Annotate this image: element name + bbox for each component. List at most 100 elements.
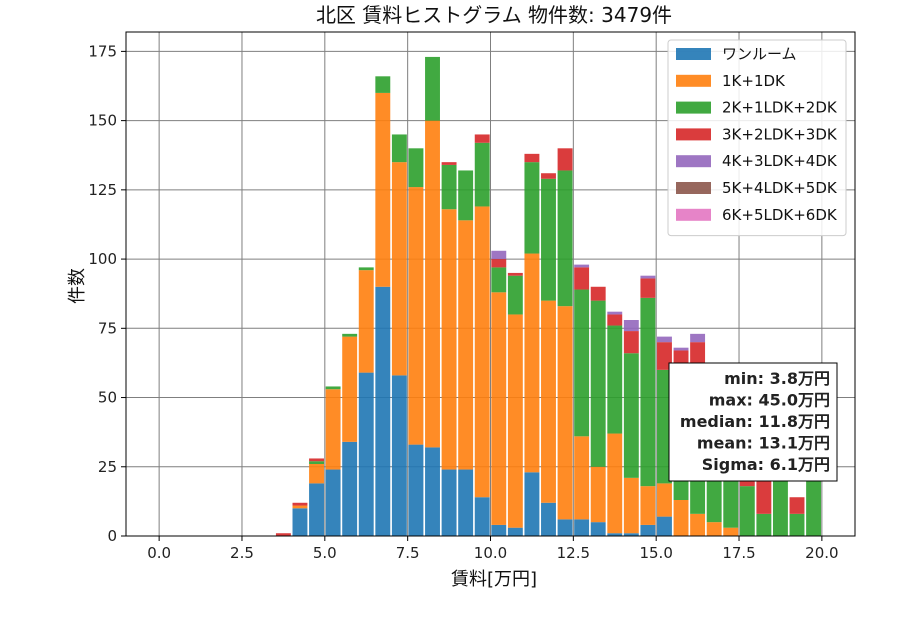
bar-segment-1 [441,209,457,470]
bar-segment-2 [789,513,805,536]
bar-segment-2 [507,275,523,315]
bar-segment-2 [375,76,391,93]
bar-segment-1 [590,466,606,523]
bar-segment-0 [325,469,341,536]
bar-segment-2 [607,325,623,434]
bar-segment-1 [657,483,672,517]
bar-segment-0 [557,519,573,536]
bar-segment-0 [590,522,606,536]
bar-segment-1 [640,486,656,525]
bar-segment-1 [574,436,590,520]
bar-segment-1 [391,162,407,376]
x-tick-label: 10.0 [474,544,507,562]
legend-swatch [676,128,711,141]
bar-segment-0 [441,469,457,536]
bar-segment-2 [358,267,374,271]
x-tick-label: 2.5 [230,544,254,562]
legend-swatch [676,208,711,221]
bar-segment-2 [623,353,639,478]
bar-segment-1 [408,187,424,445]
bar-segment-0 [640,524,656,536]
bar-segment-1 [309,464,324,484]
y-tick-label: 75 [98,319,117,337]
x-tick-label: 17.5 [722,544,755,562]
bar-segment-4 [657,336,672,343]
bar-segment-0 [541,502,556,536]
bar-segment-0 [342,441,358,536]
x-tick-label: 12.5 [557,544,590,562]
legend-swatch [676,101,711,114]
legend-label: ワンルーム [722,45,797,63]
chart-title: 北区 賃料ヒストグラム 物件数: 3479件 [316,3,672,27]
bar-segment-2 [491,267,507,293]
bar-segment-1 [690,513,706,536]
bar-segment-3 [640,278,656,298]
y-axis-title: 件数 [67,268,88,304]
x-axis-title: 賃料[万円] [451,569,537,590]
y-tick-label: 100 [88,250,117,268]
bar-segment-0 [458,469,474,536]
bar-segment-1 [557,306,573,520]
bar-segment-2 [309,461,324,464]
x-tick-label: 0.0 [147,544,171,562]
bar-segment-4 [623,320,639,332]
bar-segment-1 [342,336,358,442]
bar-segment-3 [789,497,805,514]
stats-line: median: 11.8万円 [680,412,830,431]
bar-segment-2 [557,170,573,307]
bar-segment-1 [541,300,556,503]
bar-segment-2 [541,178,556,301]
bar-segment-1 [325,389,341,470]
bar-segment-0 [657,516,672,536]
stats-line: max: 45.0万円 [709,391,830,410]
bar-segment-0 [507,527,523,536]
bar-segment-1 [524,253,540,473]
bar-segment-2 [474,142,490,207]
bar-segment-1 [358,270,374,373]
stats-line: min: 3.8万円 [724,369,830,388]
legend-swatch [676,48,711,60]
legend: ワンルーム 1K+1DK 2K+1LDK+2DK 3K+2LDK+3DK 4K+3LDK… [667,39,847,237]
bar-segment-3 [275,533,291,536]
bar-segment-3 [607,314,623,326]
x-tick-label: 20.0 [805,544,838,562]
bar-segment-3 [541,173,556,179]
bar-segment-1 [623,477,639,534]
y-tick-label: 150 [88,112,117,130]
bar-segment-0 [474,497,490,536]
bar-segment-2 [640,297,656,487]
y-tick-label: 175 [88,42,117,60]
bar-segment-0 [607,533,623,536]
axes: 0.0 2.5 5.0 7.5 10.0 12.5 15.0 17.5 20.0 0 25 50 75 1… [88,31,856,562]
bar-segment-3 [557,148,573,171]
bar-segment-3 [474,134,490,143]
bar-segment-1 [292,505,308,509]
bar-segment-1 [607,433,623,534]
bar-segment-2 [408,148,424,188]
bar-segment-0 [292,508,308,536]
bar-segment-3 [623,331,639,354]
y-tick-label: 25 [98,458,117,476]
legend-label: 6K+5LDK+6DK [722,206,838,224]
bar-segment-4 [607,311,623,315]
y-tick-label: 0 [107,527,117,545]
bar-segment-2 [772,466,788,536]
bar-segment-1 [723,527,739,536]
bar-segment-0 [408,444,424,536]
legend-label: 2K+1LDK+2DK [722,99,838,117]
x-tick-label: 7.5 [396,544,420,562]
bar-segment-1 [706,522,722,536]
bar-segment-0 [524,472,540,536]
bar-segment-2 [590,300,606,467]
bar-segment-0 [574,519,590,536]
grid-lines [126,32,855,537]
bar-segment-2 [391,134,407,163]
bar-segment-3 [491,259,507,268]
bar-segment-4 [491,250,507,260]
bar-segment-3 [441,162,457,165]
legend-label: 1K+1DK [722,72,786,90]
bar-segment-0 [391,375,407,536]
x-tick-label: 5.0 [313,544,337,562]
stats-box-frame [668,362,838,482]
